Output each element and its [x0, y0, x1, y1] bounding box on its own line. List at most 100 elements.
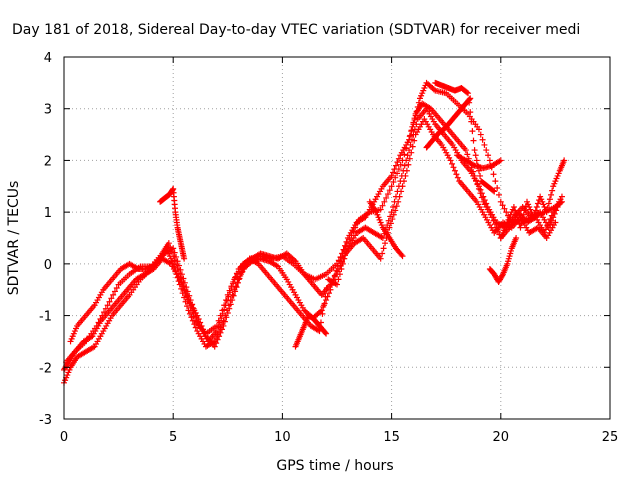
y-tick-label: 0 [44, 258, 52, 273]
data-point [319, 310, 326, 317]
data-point [561, 157, 568, 164]
series-spur-2 [292, 312, 330, 350]
data-point [499, 202, 506, 209]
series-spur-4 [432, 79, 498, 195]
data-point [520, 211, 527, 218]
data-point [503, 209, 510, 216]
data-point [323, 284, 330, 291]
data-point [383, 194, 390, 201]
data-point [234, 279, 241, 286]
data-point [226, 305, 233, 312]
data-point [390, 169, 397, 176]
data-point [341, 255, 348, 262]
series-trace-b [61, 100, 565, 386]
data-point [454, 174, 461, 181]
data-point [547, 221, 554, 228]
data-point [403, 157, 410, 164]
data-point [322, 329, 329, 336]
data-point [397, 161, 404, 168]
data-point [495, 191, 502, 198]
data-point [189, 317, 196, 324]
data-point [379, 250, 386, 257]
data-point [201, 329, 208, 336]
data-point [390, 203, 397, 210]
data-point [466, 99, 473, 106]
data-point [387, 220, 394, 227]
data-point [390, 178, 397, 185]
data-point [230, 292, 237, 299]
data-point [395, 155, 402, 162]
data-point [413, 121, 420, 128]
y-tick-label: 1 [44, 206, 52, 221]
data-point [544, 204, 551, 211]
data-point [533, 203, 540, 210]
data-point [337, 254, 344, 261]
data-point [519, 216, 526, 223]
data-point [468, 118, 475, 125]
data-point [511, 207, 518, 214]
data-point [194, 312, 201, 319]
data-point [220, 322, 227, 329]
data-point [181, 286, 188, 293]
series-trace-c [67, 105, 561, 345]
data-point [318, 307, 325, 314]
data-point [501, 205, 508, 212]
data-point [226, 289, 233, 296]
data-point [174, 258, 181, 265]
data-point [408, 149, 415, 156]
data-point [227, 301, 234, 308]
data-point [485, 152, 492, 159]
data-point [191, 321, 198, 328]
data-point [483, 200, 490, 207]
data-point [543, 209, 550, 216]
data-point [200, 326, 207, 333]
data-point [233, 284, 240, 291]
data-point [110, 291, 117, 298]
x-tick-label: 10 [274, 430, 291, 445]
data-point [225, 293, 232, 300]
data-point [181, 294, 188, 301]
y-tick-label: -2 [39, 361, 52, 376]
x-tick-label: 15 [383, 430, 400, 445]
data-point [531, 210, 538, 217]
data-point [499, 272, 506, 279]
data-point [510, 203, 517, 210]
grid-lines [64, 57, 610, 419]
data-point [478, 190, 485, 197]
data-point [497, 198, 504, 205]
data-point [213, 340, 220, 347]
data-point [228, 284, 235, 291]
data-point [403, 167, 410, 174]
data-point [490, 187, 497, 194]
data-point [211, 343, 218, 350]
data-point [382, 240, 389, 247]
data-point [192, 324, 199, 331]
data-point [398, 188, 405, 195]
data-point [229, 297, 236, 304]
data-point [165, 240, 172, 247]
y-axis-title: SDTVAR / TECUs [6, 181, 22, 296]
data-point [402, 172, 409, 179]
data-point [178, 279, 185, 286]
data-point [551, 210, 558, 217]
data-point [494, 185, 501, 192]
data-point [181, 255, 188, 262]
data-point [398, 251, 405, 258]
data-point [108, 295, 115, 302]
data-point [464, 151, 471, 158]
data-point [469, 128, 476, 135]
data-point [323, 330, 330, 337]
data-point [394, 159, 401, 166]
data-point [475, 126, 482, 133]
data-point [213, 328, 220, 335]
data-point [343, 238, 350, 245]
data-point [218, 315, 225, 322]
data-point [232, 288, 239, 295]
data-point [224, 309, 231, 316]
data-point [389, 216, 396, 223]
data-point [336, 271, 343, 278]
data-point [553, 207, 560, 214]
data-point [465, 90, 472, 97]
data-point [334, 281, 340, 288]
